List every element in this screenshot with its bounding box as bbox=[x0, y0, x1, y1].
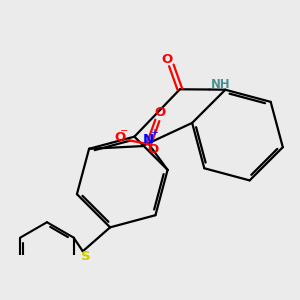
Text: +: + bbox=[150, 128, 158, 137]
Text: O: O bbox=[161, 53, 173, 66]
Text: NH: NH bbox=[211, 78, 230, 91]
Text: O: O bbox=[147, 143, 158, 156]
Text: O: O bbox=[114, 131, 125, 144]
Text: S: S bbox=[81, 250, 91, 263]
Text: O: O bbox=[154, 106, 166, 119]
Text: −: − bbox=[120, 126, 128, 136]
Text: N: N bbox=[142, 134, 154, 146]
